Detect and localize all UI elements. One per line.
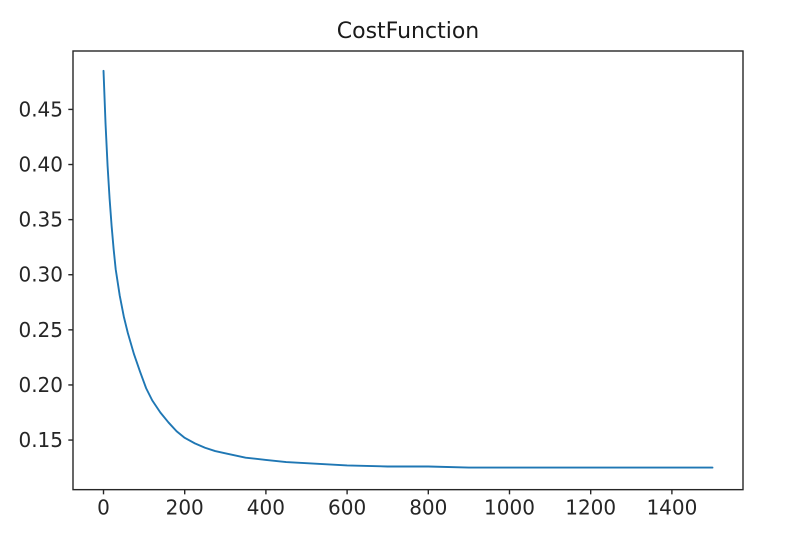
cost-line-series bbox=[102, 69, 714, 469]
y-tick-label: 0.35 bbox=[18, 208, 63, 232]
chart-title: CostFunction bbox=[337, 19, 479, 44]
x-tick-label: 600 bbox=[328, 496, 366, 520]
axes-spines bbox=[72, 50, 744, 491]
x-tick-label: 1000 bbox=[484, 496, 535, 520]
x-tick-label: 0 bbox=[97, 496, 110, 520]
y-tick-label: 0.25 bbox=[18, 318, 63, 342]
x-tick-label: 1200 bbox=[565, 496, 616, 520]
y-tick-label: 0.45 bbox=[18, 97, 63, 121]
x-axis: 0 200 400 600 800 1000 1200 1400 bbox=[97, 489, 697, 520]
y-axis: 0.15 0.20 0.25 0.30 0.35 0.40 0.45 bbox=[18, 97, 73, 452]
y-tick-label: 0.30 bbox=[18, 263, 63, 287]
y-tick-label: 0.20 bbox=[18, 373, 63, 397]
plot-area bbox=[72, 50, 744, 491]
x-tick-label: 400 bbox=[247, 496, 285, 520]
y-tick-label: 0.15 bbox=[18, 428, 63, 452]
x-tick-label: 1400 bbox=[646, 496, 697, 520]
y-tick-label: 0.40 bbox=[18, 153, 63, 177]
x-tick-label: 200 bbox=[166, 496, 204, 520]
x-tick-label: 800 bbox=[409, 496, 447, 520]
